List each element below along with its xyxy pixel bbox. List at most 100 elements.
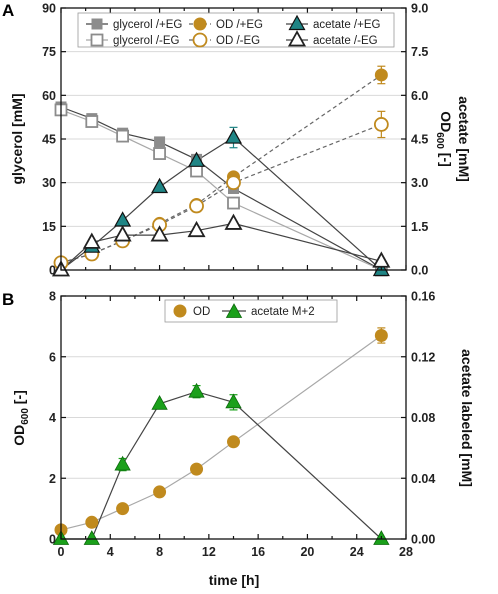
- x-tick-label: 16: [251, 545, 265, 559]
- x-tick-label: 20: [300, 545, 314, 559]
- legend-marker: [287, 30, 307, 47]
- legend-label: acetate /-EG: [313, 35, 378, 47]
- acetate-minus-eg-point: [113, 225, 132, 242]
- left-tick-label: 45: [42, 133, 56, 147]
- left-tick-label: 8: [49, 290, 56, 304]
- panel-a-right-axis-title-od: OD600 [-]: [434, 111, 454, 167]
- od-point: [227, 435, 240, 449]
- panel-a-markers: [51, 68, 391, 277]
- legend-box: [164, 299, 338, 323]
- legend-marker: [91, 18, 103, 30]
- panel-b-lines: [60, 335, 382, 540]
- od-point: [374, 328, 388, 342]
- acetate-plus-eg-point: [151, 177, 169, 194]
- right-tick-label: 7.5: [411, 45, 428, 59]
- right-tick-label: 0.00: [411, 533, 435, 547]
- acetate-m2-point: [188, 382, 205, 398]
- legend-box: [77, 12, 395, 48]
- x-tick-label: 12: [202, 545, 216, 559]
- panel-b-right-axis-title: acetate labeled [mM]: [459, 349, 475, 487]
- glycerol-minus-eg-point: [190, 164, 203, 178]
- od-minus-eg-point: [189, 198, 204, 214]
- panel-a-left-ticks: 0 15 30 45 60 75 90: [42, 2, 66, 278]
- right-tick-label: 0.0: [411, 264, 428, 278]
- x-axis-title: time [h]: [209, 572, 260, 588]
- acetate-m2-point: [225, 393, 242, 409]
- left-tick-label: 0: [49, 533, 56, 547]
- acetate-m2-point: [151, 395, 168, 410]
- acetate-m2-point: [114, 455, 131, 471]
- acetate-plus-eg-line: [60, 136, 382, 271]
- legend-marker-od: [173, 304, 187, 318]
- legend-label-acetate: acetate M+2: [251, 306, 315, 318]
- left-tick-label: 0: [49, 264, 56, 278]
- glycerol-plus-eg-line: [60, 106, 382, 271]
- panel-b-left-axis-title: OD600 [-]: [11, 390, 31, 446]
- right-tick-label: 3.0: [411, 176, 428, 190]
- legend-label: OD /-EG: [216, 35, 260, 47]
- right-tick-label: 0.04: [411, 472, 435, 486]
- left-tick-label: 2: [49, 472, 56, 486]
- legend-marker: [90, 33, 104, 47]
- od-plus-eg-point: [374, 68, 388, 82]
- legend-label: glycerol /-EG: [113, 35, 180, 47]
- panel-b-x-ticks: 0 4 8 12 16 20 24 28: [58, 296, 413, 559]
- panel-a-right-ticks: 0.0 1.5 3.0 4.5 6.0 7.5 9.0: [401, 2, 428, 278]
- panel-a-left-axis-title: glycerol [mM]: [9, 93, 25, 184]
- x-tick-label: 0: [58, 545, 65, 559]
- left-tick-label: 75: [42, 45, 56, 59]
- legend-label: acetate /+EG: [313, 19, 380, 31]
- right-tick-label: 4.5: [411, 133, 428, 147]
- x-tick-label: 8: [156, 545, 163, 559]
- panel-a: A 0 15 30 45 60 75 90 0.0 1.5 3.0 4.5 6.0 7.5 9.0 gl…: [2, 1, 472, 278]
- legend-label: glycerol /+EG: [113, 19, 182, 31]
- acetate-minus-eg-point: [372, 251, 391, 268]
- glycerol-minus-eg-point: [227, 196, 240, 210]
- glycerol-minus-eg-point: [85, 115, 99, 128]
- acetate-minus-eg-point: [82, 232, 101, 249]
- od-plus-eg-line: [60, 74, 382, 264]
- left-tick-label: 15: [42, 220, 56, 234]
- od-line: [60, 335, 382, 531]
- panel-a-error-bars: [192, 65, 386, 182]
- acetate-minus-eg-point: [187, 220, 206, 238]
- right-tick-label: 0.08: [411, 411, 435, 425]
- acetate-plus-eg-point: [114, 211, 132, 227]
- right-tick-label: 0.12: [411, 350, 435, 364]
- od-minus-eg-point: [226, 175, 241, 191]
- legend-marker: [192, 32, 208, 48]
- panel-a-lines: [60, 74, 382, 271]
- glycerol-minus-eg-point: [153, 147, 166, 160]
- panel-b-left-ticks: 0 2 4 6 8: [49, 290, 66, 547]
- od-point: [116, 502, 130, 516]
- legend-marker-acetate: [225, 303, 243, 318]
- panel-b-legend: OD acetate M+2: [164, 299, 338, 323]
- acetate-minus-eg-point: [150, 225, 169, 242]
- acetate-plus-eg-point: [188, 151, 206, 167]
- x-tick-label: 28: [399, 545, 413, 559]
- od-minus-eg-point: [373, 117, 389, 132]
- right-tick-label: 6.0: [411, 89, 428, 103]
- left-tick-label: 90: [42, 2, 56, 16]
- glycerol-minus-eg-point: [116, 129, 130, 143]
- panel-a-letter: A: [2, 1, 14, 20]
- left-tick-label: 4: [49, 411, 56, 425]
- panel-a-legend: glycerol /+EG glycerol /-EG OD /+EG OD /-EG…: [77, 12, 395, 48]
- acetate-m2-line: [61, 391, 382, 540]
- left-tick-label: 60: [42, 89, 56, 103]
- panel-b-grid: [61, 295, 406, 540]
- acetate-plus-eg-point: [224, 128, 243, 144]
- acetate-m2-point: [83, 530, 100, 545]
- panel-a-right-axis-title-acetate: acetate [mM]: [456, 96, 472, 182]
- legend-label: OD /+EG: [216, 19, 263, 31]
- left-tick-label: 6: [49, 350, 56, 364]
- legend-marker: [288, 14, 306, 31]
- right-tick-label: 1.5: [411, 220, 428, 234]
- panel-b-markers: [52, 328, 390, 545]
- left-tick-label: 30: [42, 176, 56, 190]
- legend-label-od: OD: [193, 306, 210, 318]
- panel-a-x-ticks: [60, 8, 407, 270]
- acetate-minus-eg-point: [224, 213, 243, 230]
